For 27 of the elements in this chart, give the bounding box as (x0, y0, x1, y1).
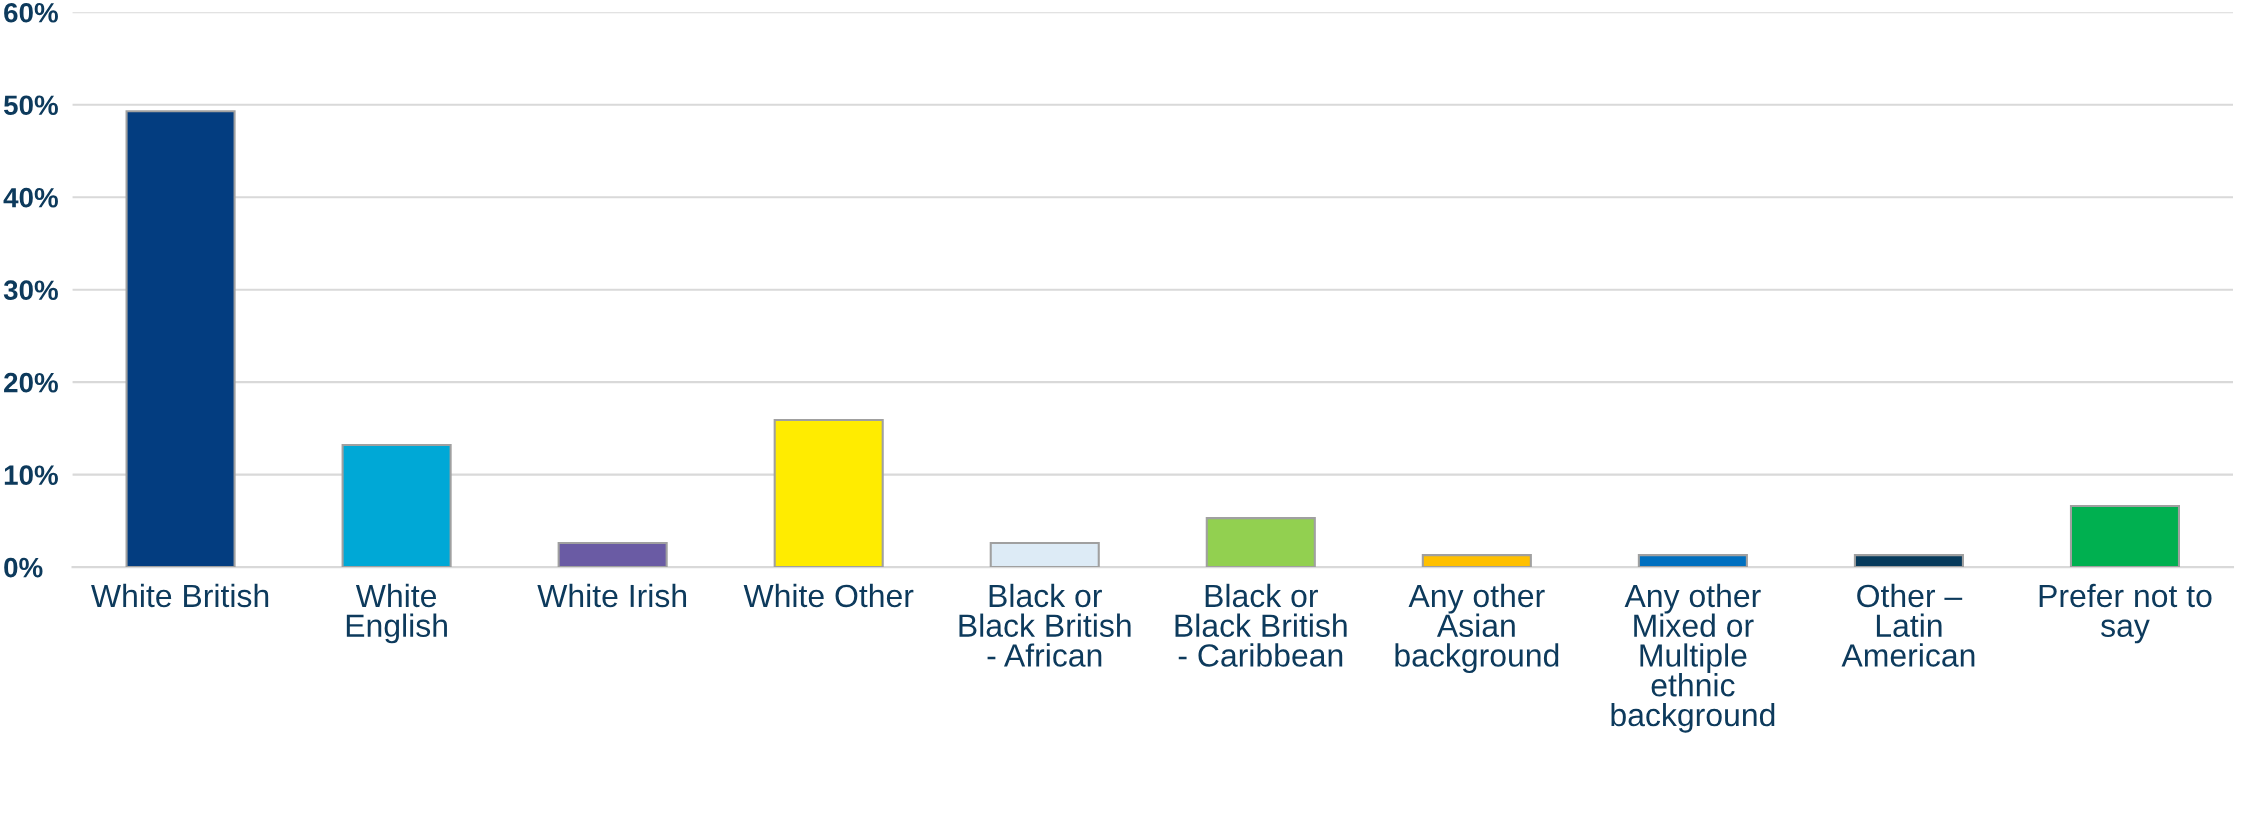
x-tick-label: White English (346, 583, 447, 644)
y-tick-label: 10% (4, 465, 58, 485)
x-tick-label: Any other Asian background (1395, 583, 1559, 674)
bar (341, 444, 452, 568)
y-tick-label: 30% (3, 280, 58, 301)
x-tick-label: Other – Latin American (1841, 583, 1975, 667)
bar (125, 110, 236, 568)
bar (1205, 517, 1316, 568)
bar (773, 419, 884, 568)
bar (989, 542, 1100, 568)
x-tick-label: Any other Mixed or Multiple ethnic background (1611, 583, 1775, 733)
bar (2069, 505, 2181, 568)
bar (1853, 554, 1964, 568)
y-tick-label: 0% (4, 557, 43, 578)
y-tick-label: 60% (4, 2, 58, 23)
x-tick-label: White Irish (537, 583, 687, 608)
y-tick-label: 20% (4, 372, 58, 393)
x-tick-label: Black or Black British - Caribbean (1175, 583, 1347, 667)
x-tick-label: Black or Black British - African (959, 583, 1131, 667)
bar (557, 542, 668, 568)
x-tick-label: White Other (743, 583, 914, 608)
bar (1637, 554, 1748, 568)
bar (1421, 554, 1532, 568)
x-tick-label: White British (91, 583, 269, 608)
x-tick-label: Prefer not to say (2039, 583, 2212, 644)
y-tick-label: 40% (3, 187, 58, 208)
y-tick-label: 50% (3, 95, 58, 116)
